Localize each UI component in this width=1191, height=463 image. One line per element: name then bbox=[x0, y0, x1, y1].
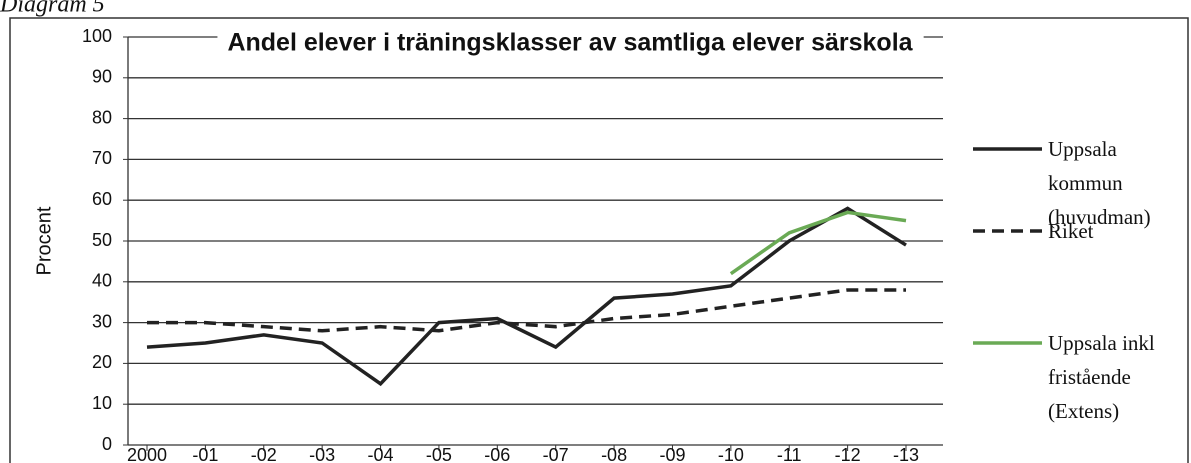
subtitle: Diagram 5 bbox=[0, 0, 105, 18]
y-tick-label: 80 bbox=[92, 107, 112, 127]
x-tick-label: -11 bbox=[777, 445, 802, 463]
y-tick-label: 30 bbox=[92, 311, 112, 331]
legend-label: Uppsala kommun (huvudman) bbox=[1048, 137, 1151, 229]
y-tick-label: 60 bbox=[92, 189, 112, 209]
x-tick-label: -01 bbox=[192, 445, 218, 463]
y-tick-label: 90 bbox=[92, 67, 112, 87]
chart-frame bbox=[9, 17, 1189, 463]
x-tick-label: -12 bbox=[835, 445, 861, 463]
x-tick-label: 2000 bbox=[127, 445, 167, 463]
legend-label: Uppsala inkl fristående (Extens) bbox=[1048, 331, 1155, 423]
x-tick-label: -05 bbox=[426, 445, 452, 463]
y-tick-label: 70 bbox=[92, 148, 112, 168]
y-tick-label: 0 bbox=[102, 434, 112, 454]
y-axis-label: Procent bbox=[33, 206, 55, 275]
y-tick-label: 20 bbox=[92, 352, 112, 372]
y-tick-label: 50 bbox=[92, 230, 112, 250]
x-tick-label: -03 bbox=[309, 445, 335, 463]
series-line bbox=[729, 210, 907, 276]
x-tick-label: -10 bbox=[718, 445, 744, 463]
legend-label: Riket bbox=[1048, 219, 1094, 243]
y-tick-label: 40 bbox=[92, 271, 112, 291]
chart-title: Andel elever i träningsklasser av samtli… bbox=[227, 29, 913, 57]
title-background bbox=[217, 28, 924, 57]
x-tick-label: -06 bbox=[484, 445, 510, 463]
x-tick-label: -07 bbox=[543, 445, 569, 463]
series-line bbox=[146, 206, 907, 387]
x-tick-label: -02 bbox=[251, 445, 277, 463]
series-line bbox=[147, 288, 906, 333]
y-tick-label: 10 bbox=[92, 393, 112, 413]
x-tick-label: -09 bbox=[659, 445, 685, 463]
x-tick-label: -04 bbox=[368, 445, 394, 463]
x-tick-label: -13 bbox=[893, 445, 919, 463]
x-tick-label: -08 bbox=[601, 445, 627, 463]
y-tick-label: 100 bbox=[82, 26, 112, 46]
